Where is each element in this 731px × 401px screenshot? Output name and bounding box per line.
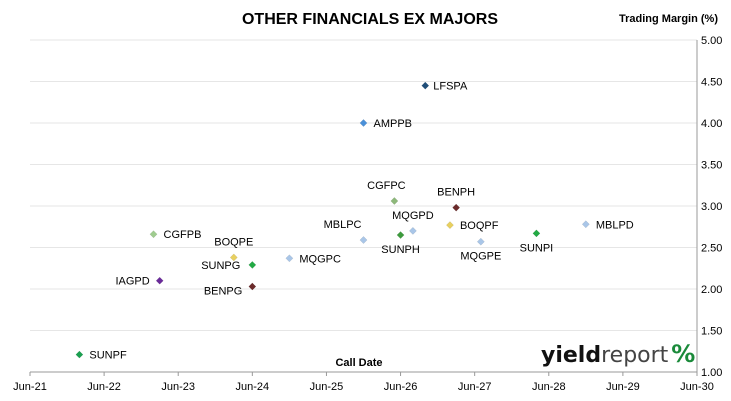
data-point-boqpf	[446, 221, 454, 230]
point-label-mqgpd: MQGPD	[392, 210, 434, 222]
point-label-iagpd: IAGPD	[115, 276, 149, 288]
point-label-mqgpc: MQGPC	[299, 253, 341, 265]
data-point-lfspa	[421, 81, 430, 90]
point-label-sunph: SUNPH	[381, 244, 420, 256]
x-tick-label: Jun-27	[458, 381, 492, 393]
y-tick-labels: 1.00 1.50 2.00 2.50 3.00 3.50 4.00 4.50 5.00	[701, 35, 722, 379]
x-tick-label: Jun-23	[161, 381, 195, 393]
y-tick-label: 5.00	[701, 35, 722, 47]
point-label-cgfpc: CGFPC	[367, 180, 406, 192]
point-label-amppb: AMPPB	[374, 118, 413, 130]
y-tick-label: 4.50	[701, 77, 722, 89]
y-tick-label: 4.00	[701, 118, 722, 130]
logo-text: yieldreport%	[541, 340, 695, 368]
data-point-sunpi	[532, 229, 541, 238]
point-label-sunpg: SUNPG	[201, 260, 240, 272]
y-tick-label: 3.50	[701, 160, 722, 172]
x-tick-label: Jun-21	[13, 381, 47, 393]
data-point-sunph	[396, 231, 405, 240]
data-point-sunpf	[75, 350, 84, 359]
data-point-benph	[452, 203, 461, 212]
point-label-mblpc: MBLPC	[324, 219, 362, 231]
data-point-mqgpd	[408, 226, 417, 235]
point-label-mblpd: MBLPD	[596, 219, 634, 231]
yieldreport-logo: yieldreport%	[541, 340, 695, 368]
point-label-benph: BENPH	[437, 187, 475, 199]
data-points: LFSPA AMPPB CGFPC BENPH MBLPC MQGPD SUNPH BOQPF…	[75, 81, 634, 362]
x-tick-labels: Jun-21 Jun-22 Jun-23 Jun-24 Jun-25 Jun-26 Jun-…	[13, 372, 714, 393]
point-label-sunpf: SUNPF	[89, 350, 127, 362]
data-point-mqgpc	[285, 254, 294, 263]
point-label-cgfpb: CGFPB	[164, 229, 202, 241]
data-point-amppb	[359, 119, 368, 127]
y-tick-label: 2.00	[701, 284, 722, 296]
x-tick-label: Jun-29	[606, 381, 640, 393]
data-point-benpg	[248, 282, 257, 291]
data-point-boqpe	[229, 253, 238, 262]
y-tick-label: 3.00	[701, 201, 722, 213]
data-point-mblpd	[581, 220, 590, 229]
y-axis-label: Trading Margin (%)	[619, 13, 718, 25]
data-point-cgfpc	[390, 197, 399, 205]
point-label-boqpe: BOQPE	[214, 236, 253, 248]
data-point-iagpd	[155, 276, 164, 285]
x-tick-label: Jun-30	[680, 381, 714, 393]
data-point-mblpc	[359, 236, 368, 244]
x-tick-label: Jun-25	[310, 381, 344, 393]
point-label-benpg: BENPG	[204, 286, 243, 298]
point-label-mqgpe: MQGPE	[460, 251, 501, 263]
x-tick-label: Jun-22	[87, 381, 121, 393]
y-tick-label: 1.50	[701, 326, 722, 338]
x-axis-label: Call Date	[335, 357, 382, 369]
y-tick-label: 1.00	[701, 367, 722, 379]
point-label-lfspa: LFSPA	[433, 81, 468, 93]
axes	[30, 40, 698, 373]
data-point-mqgpe	[476, 237, 485, 246]
x-tick-label: Jun-28	[532, 381, 566, 393]
y-tick-label: 2.50	[701, 243, 722, 255]
chart-title: OTHER FINANCIALS EX MAJORS	[242, 11, 498, 28]
data-point-cgfpb	[149, 230, 158, 239]
point-label-boqpf: BOQPF	[460, 220, 499, 232]
point-label-sunpi: SUNPI	[520, 242, 554, 254]
data-point-sunpg	[248, 260, 257, 269]
x-tick-label: Jun-24	[236, 381, 270, 393]
x-tick-label: Jun-26	[384, 381, 418, 393]
